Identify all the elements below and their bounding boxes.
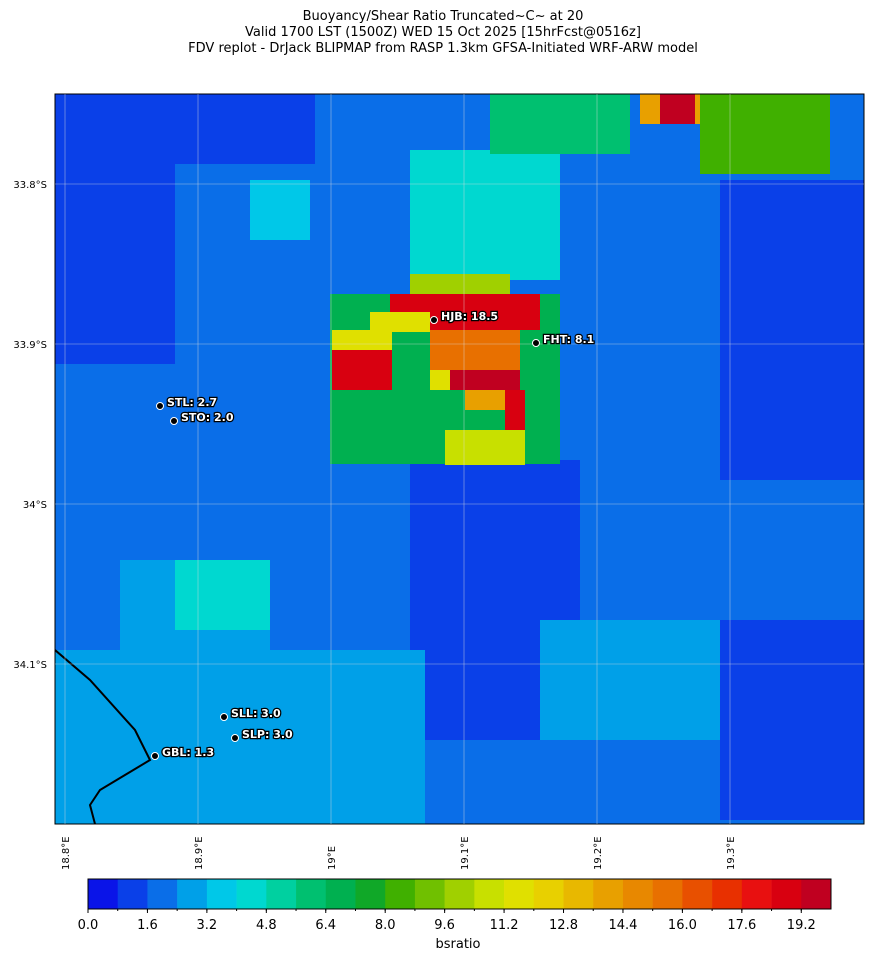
station-marker: [170, 417, 178, 425]
map-field: [55, 94, 864, 824]
colorbar-tick-label: 4.8: [256, 918, 277, 933]
map-cell: [465, 390, 505, 410]
map-cell: [250, 180, 310, 240]
colorbar-tick-label: 0.0: [78, 918, 99, 933]
coastline: [55, 649, 152, 824]
map-cell: [370, 312, 430, 332]
colorbar-segment: [117, 879, 148, 909]
colorbar-segment: [682, 879, 713, 909]
station-label: HJB: 18.5: [441, 310, 498, 323]
lat-tick-label: 34.1°S: [13, 660, 47, 671]
map-cell: [720, 620, 864, 820]
station-label: SLL: 3.0: [231, 707, 281, 720]
colorbar-label: bsratio: [436, 937, 481, 952]
map-cell: [660, 94, 695, 124]
map-cell: [540, 620, 720, 740]
colorbar-tick-label: 17.6: [727, 918, 756, 933]
station-label: STL: 2.7: [167, 396, 217, 409]
map-cell: [445, 430, 525, 465]
map-cell: [55, 164, 175, 364]
station-label: GBL: 1.3: [162, 746, 214, 759]
lat-tick-label: 33.9°S: [13, 340, 47, 351]
colorbar-tick-label: 11.2: [490, 918, 519, 933]
station-marker: [156, 402, 164, 410]
colorbar-segment: [296, 879, 327, 909]
map-cell: [505, 390, 525, 430]
map-frame: [54, 93, 865, 825]
map-cell: [55, 650, 425, 824]
colorbar-tick-label: 8.0: [375, 918, 396, 933]
colorbar-segment: [236, 879, 267, 909]
station-label: SLP: 3.0: [242, 728, 293, 741]
lon-tick-label: 19°E: [327, 846, 338, 870]
colorbar-segment: [266, 879, 297, 909]
title-line: Buoyancy/Shear Ratio Truncated~C~ at 20: [303, 9, 584, 24]
colorbar-frame: [87, 878, 832, 910]
colorbar-tick-label: 9.6: [434, 918, 455, 933]
colorbar-tick-label: 19.2: [787, 918, 816, 933]
colorbar-tick-label: 3.2: [197, 918, 218, 933]
colorbar-segment: [801, 879, 832, 909]
colorbar-segment: [622, 879, 653, 909]
colorbar-segment: [147, 879, 178, 909]
map-cell: [490, 94, 630, 154]
colorbar-segment: [444, 879, 475, 909]
station-label: STO: 2.0: [181, 411, 234, 424]
station-marker: [220, 713, 228, 721]
station-marker: [231, 734, 239, 742]
station-marker: [430, 316, 438, 324]
map-cell: [430, 330, 520, 370]
title-line: Valid 1700 LST (1500Z) WED 15 Oct 2025 […: [245, 25, 641, 40]
lat-tick-label: 34°S: [23, 500, 47, 511]
lon-tick-label: 18.8°E: [61, 836, 72, 870]
lon-tick-label: 18.9°E: [194, 836, 205, 870]
colorbar-segment: [88, 879, 119, 909]
station-label: FHT: 8.1: [543, 333, 594, 346]
colorbar-segment: [474, 879, 505, 909]
colorbar-segment: [325, 879, 356, 909]
map-cell: [175, 560, 270, 630]
lon-tick-label: 19.3°E: [726, 836, 737, 870]
station-marker: [151, 752, 159, 760]
colorbar-segment: [414, 879, 445, 909]
colorbar-segment: [593, 879, 624, 909]
colorbar-tick-label: 6.4: [315, 918, 336, 933]
colorbar-segment: [563, 879, 594, 909]
station-marker: [532, 339, 540, 347]
colorbar-tick-label: 1.6: [137, 918, 158, 933]
map-cell: [55, 94, 315, 164]
lon-tick-label: 19.2°E: [593, 836, 604, 870]
map-cell: [410, 150, 560, 280]
map-cell: [332, 350, 392, 390]
map-cell: [430, 370, 450, 390]
colorbar-segment: [712, 879, 743, 909]
colorbar-segment: [355, 879, 386, 909]
colorbar-segment: [533, 879, 564, 909]
colorbar-segment: [504, 879, 535, 909]
colorbar-segment: [771, 879, 802, 909]
colorbar-tick-label: 16.0: [668, 918, 697, 933]
colorbar-segment: [206, 879, 237, 909]
lat-tick-label: 33.8°S: [13, 180, 47, 191]
colorbar-segment: [652, 879, 683, 909]
colorbar-segment: [177, 879, 208, 909]
colorbar-segment: [741, 879, 772, 909]
colorbar-tick-label: 12.8: [549, 918, 578, 933]
lon-tick-label: 19.1°E: [460, 836, 471, 870]
map-cell: [450, 370, 520, 390]
colorbar-tick-label: 14.4: [608, 918, 637, 933]
map-cell: [700, 94, 830, 174]
map-cell: [720, 180, 864, 480]
colorbar-segment: [385, 879, 416, 909]
title-line: FDV replot - DrJack BLIPMAP from RASP 1.…: [188, 41, 698, 56]
titles: Buoyancy/Shear Ratio Truncated~C~ at 20 …: [188, 9, 698, 56]
map-cell: [332, 330, 392, 350]
